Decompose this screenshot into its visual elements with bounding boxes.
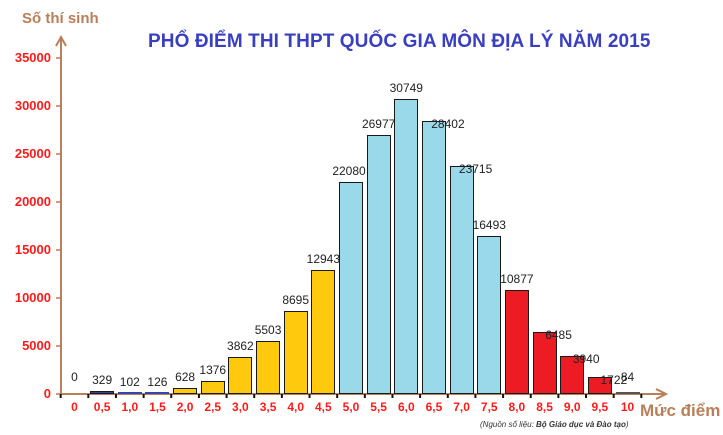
bar-value-label: 22080 [332,164,366,179]
y-tick-label: 25000 [14,146,51,161]
x-tick-label: 3,0 [232,400,249,414]
bar-10 [615,392,640,394]
bar-6-5 [421,121,446,394]
bar-7-5 [477,235,502,394]
y-tick-label: 30000 [14,98,51,113]
bar-8-5 [532,331,557,394]
x-tick-label: 6,0 [397,400,415,414]
y-tick-label: 0 [43,386,51,401]
bar-value-label: 84 [620,370,635,384]
chart-title: PHỔ ĐIỂM THI THPT QUỐC GIA MÔN ĐỊA LÝ NĂ… [148,31,651,52]
y-axis-label: Số thí sinh [22,10,99,27]
y-tick-label: 20000 [14,194,51,209]
bar-6-0 [394,98,419,394]
bar-3-0 [228,356,253,394]
x-tick-label: 5,0 [342,400,360,414]
bar-8-0 [504,289,529,394]
x-tick-label: 2,0 [176,400,194,414]
bar-value-label: 628 [175,369,196,384]
x-tick-label: 0,5 [93,400,111,414]
bar-value-label: 10877 [500,271,534,286]
y-tick-label: 15000 [14,242,51,257]
bar-value-label: 26977 [361,117,396,132]
x-tick-label: 1,5 [149,400,166,414]
bar-9-5 [587,377,612,394]
bar-value-label: 23715 [458,162,493,177]
x-tick-label: 0 [71,400,78,414]
y-tick-label: 5000 [22,338,51,353]
bar-value-label: 1376 [199,362,227,377]
x-tick-label: 4,5 [315,400,332,414]
bar-value-label: 5503 [254,323,282,338]
source-note: (Nguồn số liệu: Bộ Giáo dục và Đào tạo) [480,420,629,429]
y-tick-label: 35000 [14,50,51,65]
bar-1-5 [145,392,170,394]
bar-value-label: 30749 [389,80,423,95]
y-tick-label: 10000 [14,290,51,305]
bar-value-label: 1722 [600,373,628,388]
x-tick-label: 8,5 [536,400,553,414]
bar-5-5 [366,135,391,394]
bar-0-5 [90,390,115,394]
bar-value-label: 12943 [306,251,341,266]
bar-2-0 [173,387,198,394]
bar-value-label: 28402 [431,117,465,132]
bar-2-5 [200,380,225,394]
bar-4-5 [311,269,336,394]
bar-value-label: 3940 [572,352,600,367]
x-tick-label: 3,5 [259,400,277,414]
x-tick-label: 9,0 [563,400,581,414]
bar-9-0 [560,356,585,394]
x-tick-label: 2,5 [204,400,222,414]
x-tick-label: 5,5 [370,400,387,414]
x-tick-label: 7,5 [480,400,498,414]
bar-5-0 [339,182,363,394]
bar-7-0 [449,166,474,394]
bar-1-0 [117,392,142,394]
bar-value-label: 102 [119,375,140,390]
bar-4-0 [283,310,308,394]
x-tick-label: 9,5 [591,400,609,414]
x-tick-label: 1,0 [121,400,139,414]
bar-3-5 [256,341,281,394]
bar-value-label: 16493 [472,217,506,232]
x-tick-label: 4,0 [287,400,305,414]
x-axis-label: Mức điểm [640,401,721,420]
x-tick-label: 10 [620,400,635,414]
bar-value-label: 3862 [227,338,254,353]
bar-value-label: 329 [92,372,113,387]
bar-value-label: 8695 [282,292,310,307]
bar-value-label: 126 [147,374,168,389]
bar-value-label: 0 [71,370,78,384]
x-tick-label: 7,0 [453,400,470,414]
x-tick-label: 6,5 [425,400,443,414]
bar-value-label: 6485 [545,327,572,342]
x-tick-label: 8,0 [508,400,526,414]
